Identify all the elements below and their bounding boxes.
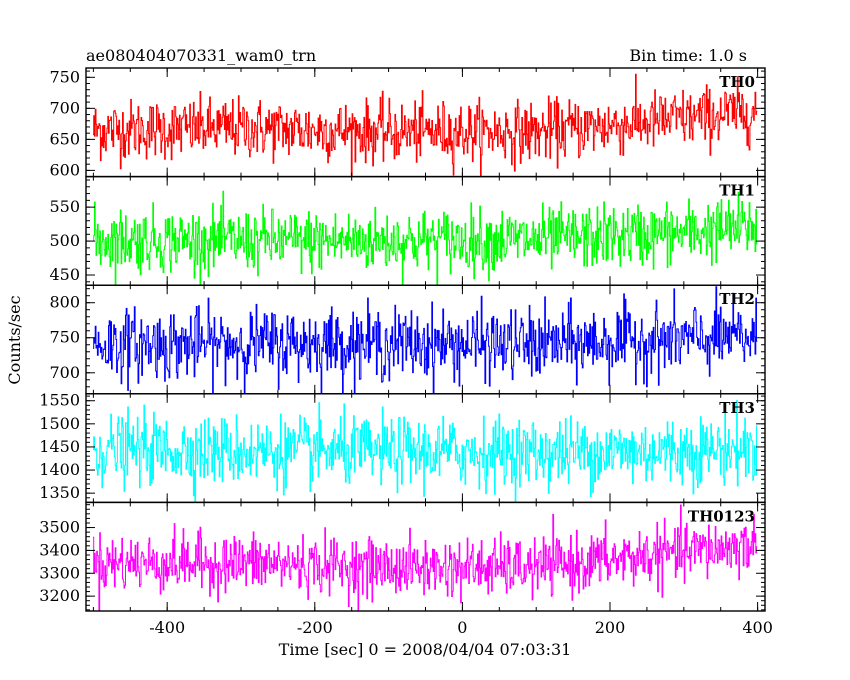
- y-tick-label: 500: [49, 231, 80, 250]
- bin-time-label: Bin time: 1.0 s: [629, 46, 747, 65]
- series-th1: [93, 190, 758, 286]
- y-tick-label: 750: [49, 67, 80, 86]
- y-tick-label: 700: [49, 98, 80, 117]
- series-th0123: [93, 504, 758, 611]
- panel-label-th2: TH2: [719, 290, 755, 308]
- y-tick-label: 700: [49, 363, 80, 382]
- y-tick-label: 1350: [39, 483, 80, 502]
- y-axis-label: Counts/sec: [5, 295, 24, 384]
- x-tick-label: -200: [297, 618, 333, 637]
- y-tick-label: 3300: [39, 563, 80, 582]
- y-tick-label: 3200: [39, 586, 80, 605]
- y-tick-label: 1400: [39, 460, 80, 479]
- y-tick-label: 550: [49, 197, 80, 216]
- series-th0: [93, 73, 758, 177]
- panel-label-th0123: TH0123: [688, 507, 755, 525]
- x-tick-label: -400: [149, 618, 185, 637]
- panels-group: 600 650 700 750 TH0 450 500 550 TH1 700 750 800 TH2 1…: [39, 67, 773, 637]
- x-axis-label: Time [sec] 0 = 2008/04/04 07:03:31: [279, 640, 572, 659]
- y-tick-label: 1450: [39, 437, 80, 456]
- y-tick-label: 600: [49, 160, 80, 179]
- series-th2: [93, 286, 758, 394]
- series-th3: [93, 400, 758, 503]
- chart-title: ae080404070331_wam0_trn: [86, 46, 316, 65]
- y-tick-label: 1500: [39, 414, 80, 433]
- panel-label-th3: TH3: [719, 399, 755, 417]
- y-tick-label: 1550: [39, 391, 80, 410]
- panel-label-th1: TH1: [719, 182, 755, 200]
- y-tick-label: 3500: [39, 518, 80, 537]
- y-tick-label: 750: [49, 328, 80, 347]
- y-tick-label: 650: [49, 129, 80, 148]
- panel-label-th0: TH0: [719, 73, 755, 91]
- x-tick-label: 400: [742, 618, 773, 637]
- x-tick-label: 0: [457, 618, 467, 637]
- y-tick-label: 800: [49, 293, 80, 312]
- y-tick-label: 450: [49, 265, 80, 284]
- y-tick-label: 3400: [39, 540, 80, 559]
- x-tick-label: 200: [595, 618, 626, 637]
